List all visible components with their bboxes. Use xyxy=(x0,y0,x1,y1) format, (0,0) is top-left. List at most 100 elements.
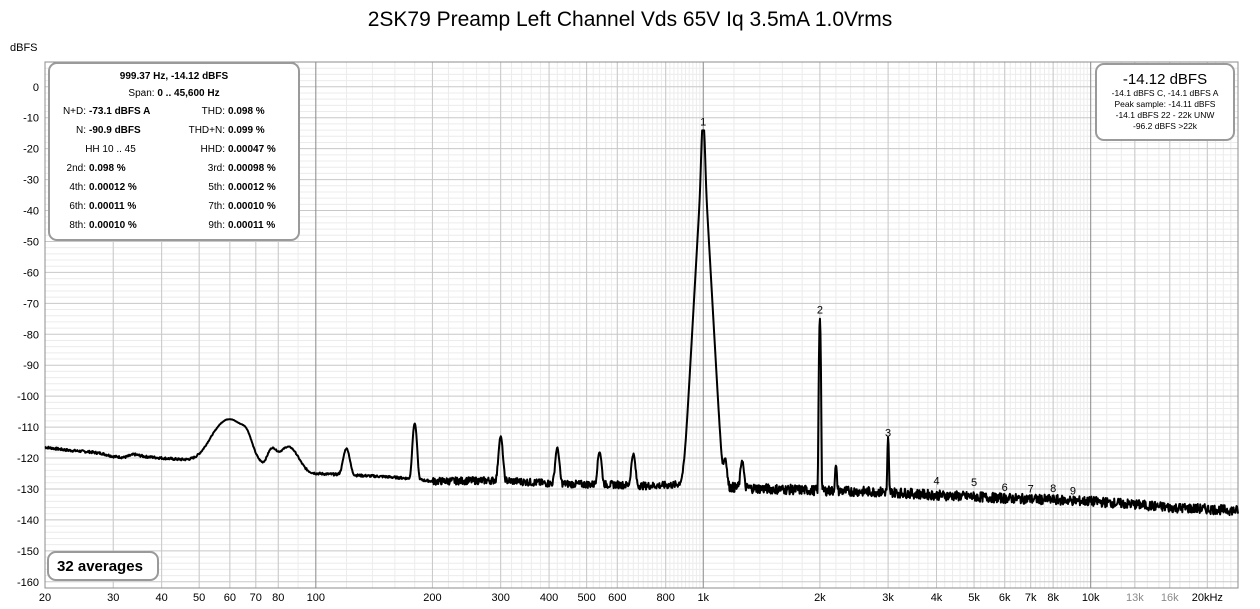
x-tick-label: 20 xyxy=(39,592,51,604)
y-tick-label: -130 xyxy=(17,484,39,496)
stats-row: 4th: 0.00012 % 5th: 0.00012 % xyxy=(50,178,298,197)
spectrum-series-line xyxy=(44,129,1239,517)
y-tick-label: -110 xyxy=(18,422,39,434)
stats-row: N+D: -73.1 dBFS A THD: 0.098 % xyxy=(50,102,298,121)
x-tick-label: 5k xyxy=(968,592,980,604)
stat-value: 0.00011 % xyxy=(228,220,276,231)
harmonic-label: 3 xyxy=(885,427,891,439)
stat-value: 0.00012 % xyxy=(228,182,276,193)
harmonic-markers: 1 2 3 4 5 6 7 8 9 xyxy=(700,116,1076,497)
x-tick-label: 20kHz xyxy=(1192,592,1223,604)
x-tick-label: 10k xyxy=(1082,592,1100,604)
x-tick-label: 600 xyxy=(608,592,626,604)
stat-label: 7th: xyxy=(208,201,225,212)
harmonic-label: 4 xyxy=(933,475,939,487)
x-tick-label: 200 xyxy=(423,592,441,604)
stats-row: 6th: 0.00011 % 7th: 0.00010 % xyxy=(50,197,298,216)
y-tick-label: -50 xyxy=(23,236,39,248)
plot-frame xyxy=(44,61,1239,589)
stat-label: 3rd: xyxy=(207,163,225,174)
x-tick-label: 1k xyxy=(697,592,709,604)
span-value: 0 .. 45,600 Hz xyxy=(157,88,220,99)
x-tick-label: 400 xyxy=(540,592,558,604)
stat-label: 2nd: xyxy=(66,163,86,174)
averages-badge: 32 averages xyxy=(47,551,159,581)
level-line: Peak sample: -14.11 dBFS xyxy=(1114,99,1216,109)
x-tick-label: 30 xyxy=(107,592,119,604)
hh-range: HH 10 .. 45 xyxy=(85,144,136,155)
stat-value: -73.1 dBFS A xyxy=(89,106,151,117)
x-tick-label: 2k xyxy=(814,592,826,604)
x-tick-label: 80 xyxy=(272,592,284,604)
stat-label: N: xyxy=(76,125,86,136)
x-tick-label: 500 xyxy=(577,592,595,604)
stat-label: 4th: xyxy=(69,182,86,193)
x-tick-label: 800 xyxy=(657,592,675,604)
x-tick-label: 4k xyxy=(931,592,943,604)
level-line: -14.1 dBFS C, -14.1 dBFS A xyxy=(1111,88,1219,98)
y-tick-label: -100 xyxy=(17,391,39,403)
stats-table: N+D: -73.1 dBFS A THD: 0.098 % N: -90.9 … xyxy=(50,102,298,235)
stat-value: 0.00098 % xyxy=(228,163,276,174)
y-tick-label: -80 xyxy=(23,329,39,341)
y-tick-label: -70 xyxy=(23,298,39,310)
level-line: -14.1 dBFS 22 - 22k UNW xyxy=(1115,110,1215,120)
stat-label: 9th: xyxy=(208,220,225,231)
level-readout-panel: -14.12 dBFS -14.1 dBFS C, -14.1 dBFS A P… xyxy=(1095,63,1235,141)
y-tick-label: -120 xyxy=(17,453,39,465)
stats-row: HH 10 .. 45 HHD: 0.00047 % xyxy=(50,140,298,159)
y-tick-labels: 0 -10 -20 -30 -40 -50 -60 -70 -80 -90 -100 -110 -120… xyxy=(17,82,39,589)
stat-value: 0.00011 % xyxy=(89,201,137,212)
y-tick-label: -10 xyxy=(23,113,39,125)
y-tick-label: -30 xyxy=(23,175,39,187)
x-tick-label: 40 xyxy=(156,592,168,604)
stat-label: 8th: xyxy=(69,220,86,231)
stats-header: 999.37 Hz, -14.12 dBFS xyxy=(119,71,229,82)
harmonic-label: 8 xyxy=(1050,483,1056,495)
stat-value: -90.9 dBFS xyxy=(89,125,141,136)
y-tick-label: -60 xyxy=(23,267,39,279)
x-tick-label: 50 xyxy=(193,592,205,604)
x-tick-label: 60 xyxy=(224,592,236,604)
stat-label: THD: xyxy=(201,106,225,117)
y-tick-label: -140 xyxy=(17,515,39,527)
stat-value: 0.00012 % xyxy=(89,182,137,193)
x-tick-labels: 20 30 40 50 60 70 80 100 200 300 400 500 600 800 1k 2k 3… xyxy=(39,592,1223,604)
x-tick-label: 100 xyxy=(307,592,325,604)
y-tick-label: -40 xyxy=(23,206,39,218)
harmonic-label: 1 xyxy=(700,116,706,128)
x-tick-label: 16k xyxy=(1161,592,1179,604)
harmonic-label: 5 xyxy=(971,477,977,489)
y-tick-label: 0 xyxy=(33,82,39,94)
x-tick-label: 300 xyxy=(491,592,509,604)
stat-label: 6th: xyxy=(69,201,86,212)
x-tick-label: 7k xyxy=(1025,592,1037,604)
harmonic-label: 9 xyxy=(1070,486,1076,498)
stats-row: N: -90.9 dBFS THD+N: 0.099 % xyxy=(50,121,298,140)
harmonic-label: 7 xyxy=(1028,483,1034,495)
stats-row: 2nd: 0.098 % 3rd: 0.00098 % xyxy=(50,159,298,178)
x-tick-label: 8k xyxy=(1047,592,1059,604)
level-line: -96.2 dBFS >22k xyxy=(1132,121,1198,131)
chart-title: 2SK79 Preamp Left Channel Vds 65V Iq 3.5… xyxy=(367,8,893,31)
y-tick-label: -150 xyxy=(17,546,39,558)
stat-label: N+D: xyxy=(62,106,86,117)
x-tick-label: 13k xyxy=(1126,592,1144,604)
stat-value: 0.098 % xyxy=(228,106,265,117)
stat-value: 0.099 % xyxy=(228,125,265,136)
y-axis-unit: dBFS xyxy=(10,42,38,54)
stat-value: 0.098 % xyxy=(89,163,126,174)
span-label: Span: xyxy=(128,88,155,99)
harmonic-label: 6 xyxy=(1002,482,1008,494)
stat-label: 5th: xyxy=(208,182,225,193)
level-main: -14.12 dBFS xyxy=(1122,71,1208,88)
stat-value: 0.00047 % xyxy=(228,144,276,155)
x-tick-label: 3k xyxy=(882,592,894,604)
stats-span: Span: 0 .. 45,600 Hz xyxy=(50,88,298,99)
stat-value: 0.00010 % xyxy=(89,220,137,231)
x-tick-label: 6k xyxy=(999,592,1011,604)
stat-label: THD+N: xyxy=(188,125,225,136)
stat-label: HHD: xyxy=(200,144,225,155)
harmonic-label: 2 xyxy=(817,305,823,317)
stats-row: 8th: 0.00010 % 9th: 0.00011 % xyxy=(50,216,298,235)
